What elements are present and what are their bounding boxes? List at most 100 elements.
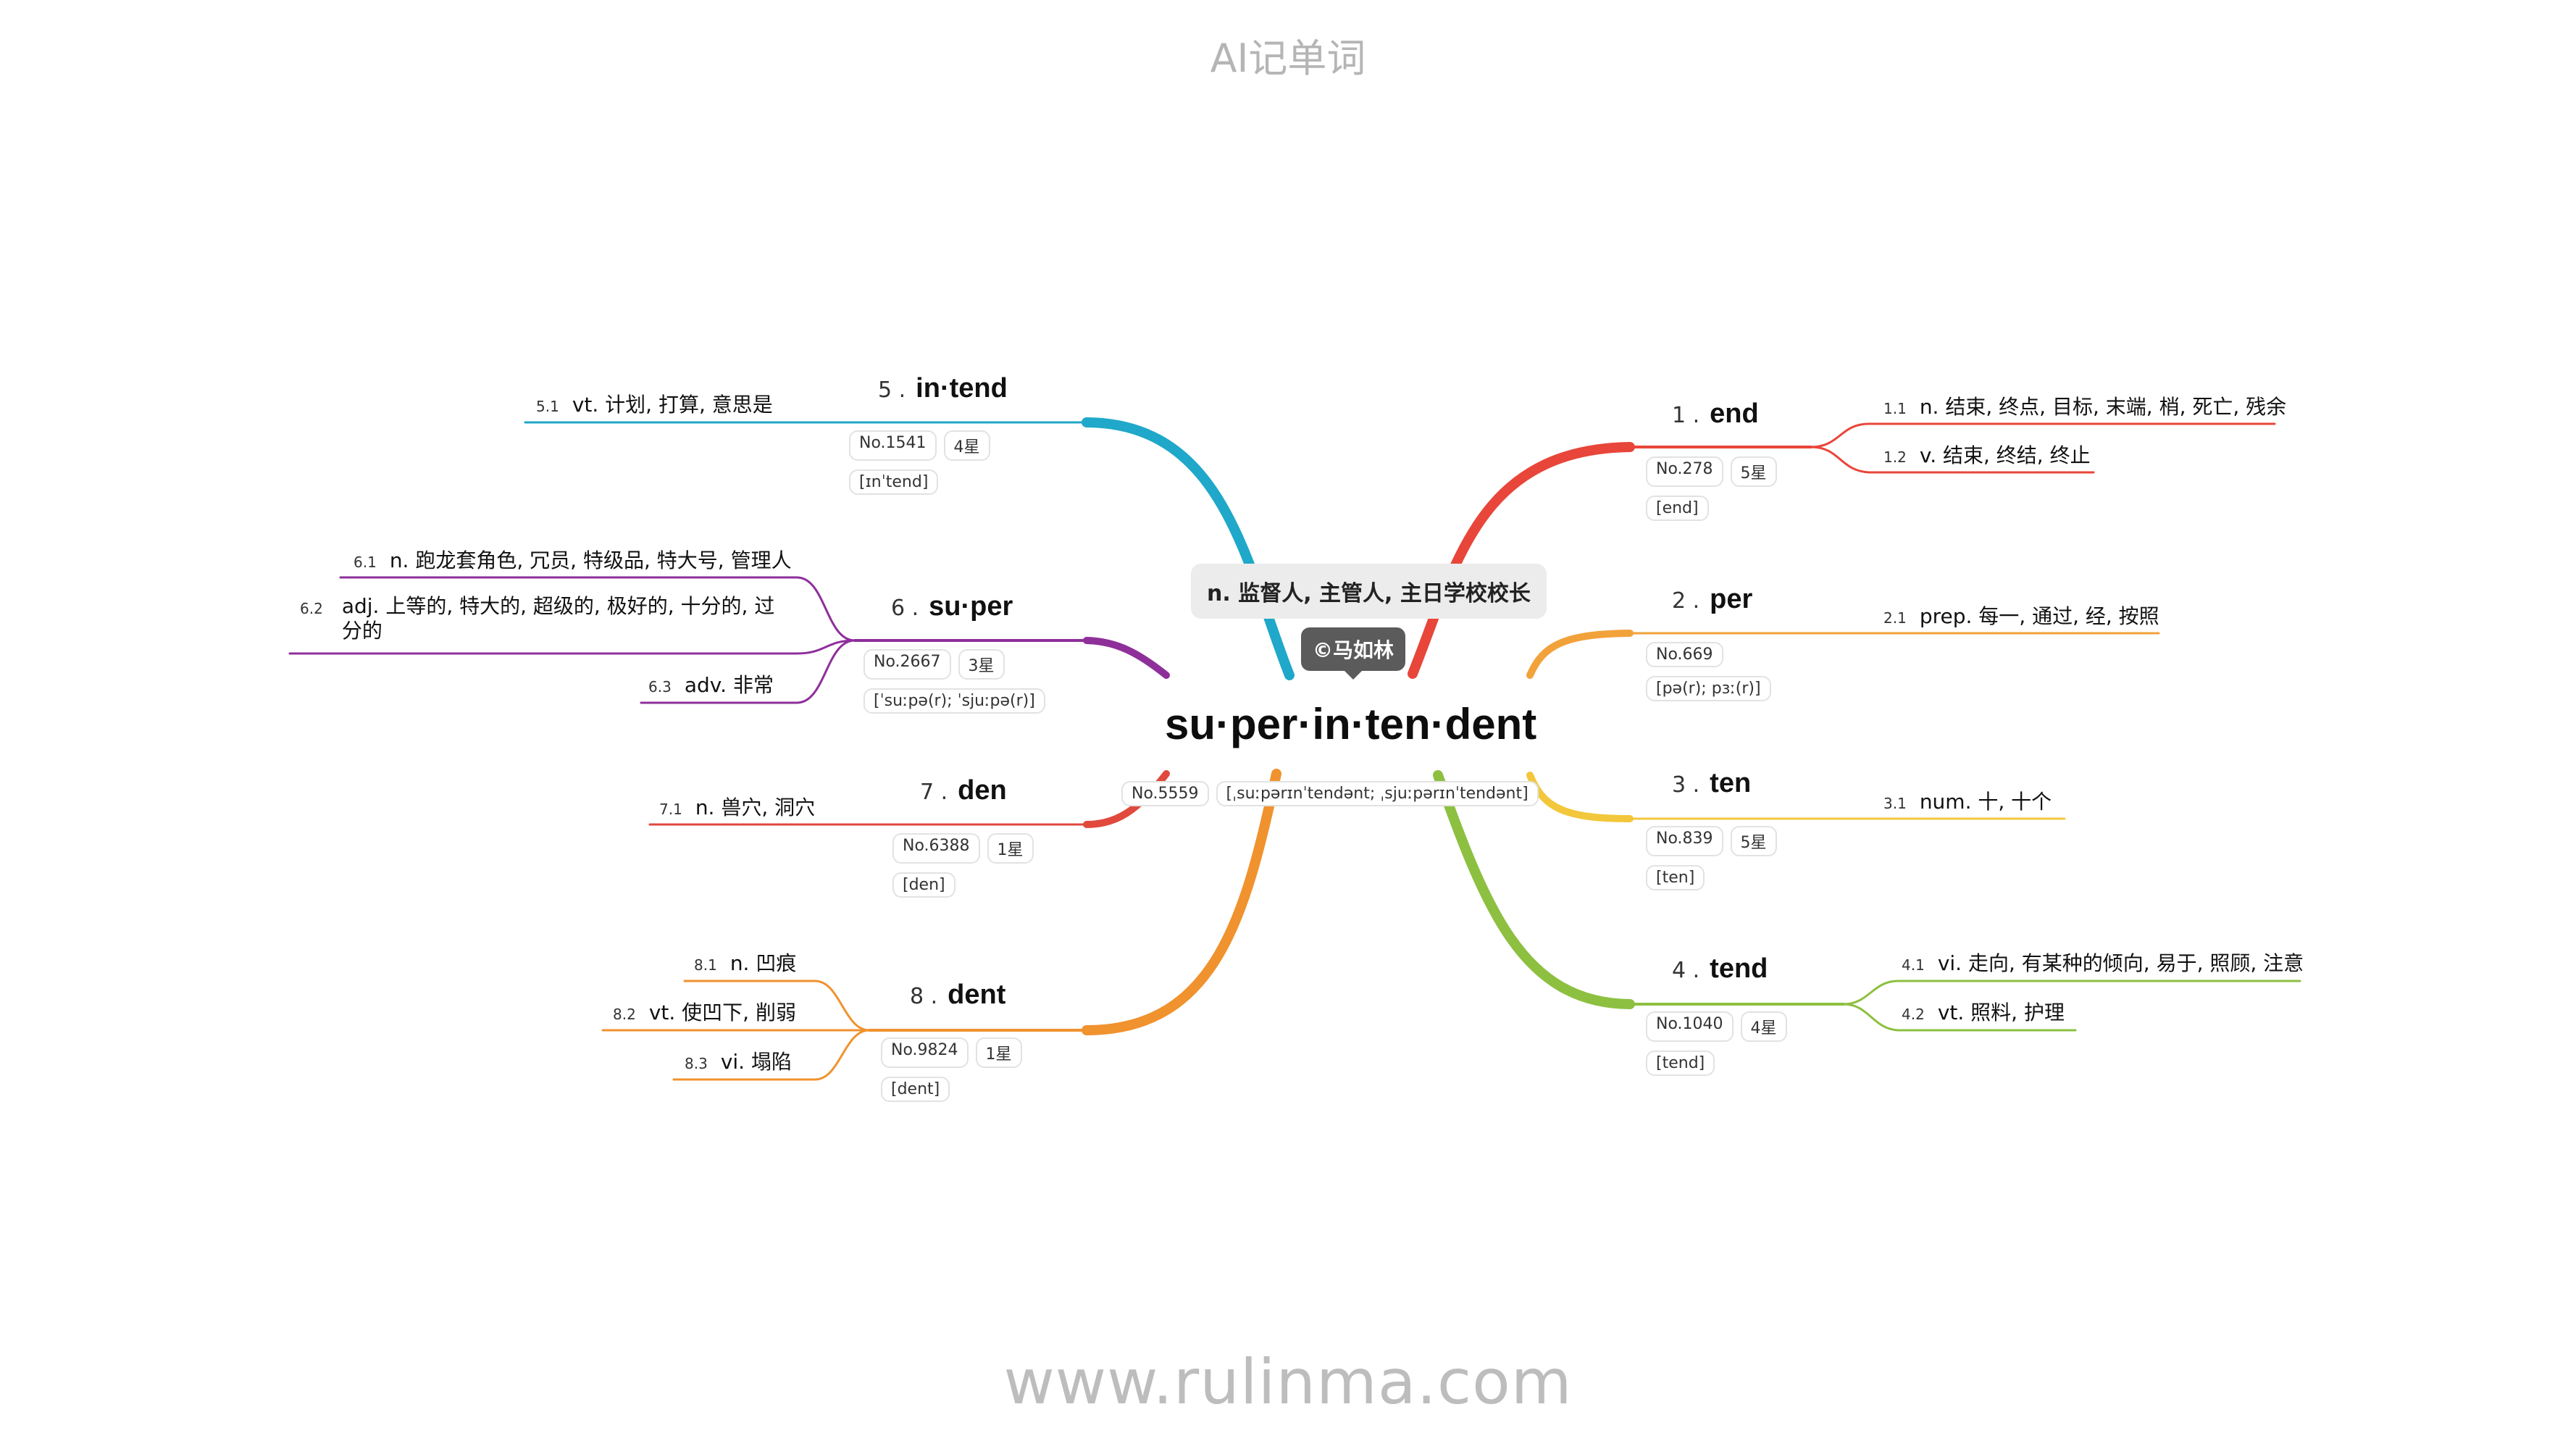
- definition-1-1: 1.1 n. 结束, 终点, 目标, 末端, 梢, 死亡, 残余: [1883, 391, 2286, 420]
- branch-3-phonetic: [ten]: [1646, 865, 1705, 890]
- branch-1-stars: 5星: [1730, 456, 1777, 487]
- definition-index: 5.1: [536, 398, 559, 415]
- branch-6-root: su·per: [929, 591, 1013, 622]
- definition-6-2: 6.2 adj. 上等的, 特大的, 超级的, 极好的, 十分的, 过分的: [300, 594, 791, 643]
- definition-index: 1.1: [1883, 400, 1907, 417]
- definition-text: n. 凹痕: [729, 951, 797, 975]
- center-word-phonetic: [ˌsuːpərɪnˈtendənt; ˌsjuːpərɪnˈtendənt]: [1216, 781, 1539, 806]
- app-title: AI记单词: [1210, 36, 1366, 81]
- word-meaning-box: n. 监督人, 主管人, 主日学校校长: [1191, 564, 1547, 619]
- author-name: ©马如林: [1313, 638, 1394, 662]
- branch-8-phonetic: [dent]: [881, 1077, 950, 1102]
- branch-5-number: 5 .: [878, 377, 906, 403]
- branch-3-stars: 5星: [1730, 826, 1777, 856]
- definition-text: adj. 上等的, 特大的, 超级的, 极好的, 十分的, 过分的: [341, 594, 775, 643]
- definition-8-1: 8.1 n. 凹痕: [694, 948, 796, 977]
- branch-6-stars: 3星: [958, 649, 1005, 680]
- branch-1-label: 1 . end: [1672, 398, 1759, 430]
- branch-7-meta: No.6388 1星 [den]: [892, 833, 1034, 898]
- branch-7-rank: No.6388: [892, 833, 980, 864]
- branch-4-phonetic: [tend]: [1646, 1051, 1715, 1076]
- branch-5-root: in·tend: [916, 373, 1008, 404]
- branch-link-2: [1526, 630, 2160, 679]
- definition-8-2: 8.2 vt. 使凹下, 削弱: [613, 997, 796, 1026]
- branch-4-meta: No.1040 4星 [tend]: [1646, 1011, 1787, 1076]
- branch-8-stars: 1星: [975, 1037, 1022, 1068]
- definition-text: vi. 塌陷: [720, 1050, 792, 1074]
- branch-8-number: 8 .: [910, 984, 938, 1009]
- center-word-rank: No.5559: [1121, 781, 1209, 806]
- definition-text: vi. 走向, 有某种的倾向, 易于, 照顾, 注意: [1937, 951, 2304, 975]
- definition-index: 8.2: [613, 1006, 636, 1023]
- branch-7-phonetic: [den]: [892, 872, 955, 898]
- definition-index: 8.3: [685, 1055, 708, 1072]
- branch-4-root: tend: [1710, 953, 1768, 984]
- definition-text: num. 十, 十个: [1919, 790, 2052, 814]
- branch-5-rank: No.1541: [849, 430, 937, 461]
- center-word: su·per·in·ten·dent: [1165, 700, 1537, 748]
- branch-6-rank: No.2667: [863, 649, 951, 680]
- definition-text: vt. 计划, 打算, 意思是: [572, 393, 773, 417]
- branch-2-label: 2 . per: [1672, 584, 1752, 615]
- definition-6-3: 6.3 adv. 非常: [648, 669, 774, 698]
- branch-3-number: 3 .: [1672, 772, 1700, 798]
- definition-text: n. 结束, 终点, 目标, 末端, 梢, 死亡, 残余: [1919, 395, 2287, 419]
- definition-text: adv. 非常: [684, 673, 774, 697]
- definition-index: 6.3: [648, 678, 672, 696]
- branch-7-root: den: [958, 775, 1007, 806]
- branch-2-rank: No.669: [1646, 642, 1723, 667]
- branch-8-rank: No.9824: [881, 1037, 969, 1068]
- branch-1-rank: No.278: [1646, 456, 1723, 487]
- branch-3-rank: No.839: [1646, 826, 1723, 856]
- definition-index: 3.1: [1883, 795, 1907, 812]
- branch-1-phonetic: [end]: [1646, 496, 1709, 521]
- definition-index: 6.1: [354, 554, 377, 571]
- branch-2-number: 2 .: [1672, 588, 1700, 614]
- author-badge: ©马如林: [1301, 627, 1406, 680]
- branch-2-root: per: [1710, 584, 1753, 614]
- definition-1-2: 1.2 v. 结束, 终结, 终止: [1883, 440, 2091, 469]
- definition-2-1: 2.1 prep. 每一, 通过, 经, 按照: [1883, 601, 2159, 630]
- branch-8-meta: No.9824 1星 [dent]: [881, 1037, 1022, 1102]
- definition-4-2: 4.2 vt. 照料, 护理: [1902, 997, 2065, 1026]
- definition-index: 6.2: [300, 600, 323, 617]
- branch-3-meta: No.839 5星 [ten]: [1646, 826, 1777, 890]
- definition-index: 4.1: [1902, 956, 1925, 974]
- branch-6-label: 6 . su·per: [891, 591, 1013, 622]
- definition-index: 2.1: [1883, 609, 1907, 627]
- definition-index: 1.2: [1883, 448, 1907, 466]
- definition-index: 7.1: [659, 801, 682, 818]
- definition-3-1: 3.1 num. 十, 十个: [1883, 786, 2052, 815]
- branch-link-1: [1408, 422, 2276, 679]
- branch-5-stars: 4星: [943, 430, 990, 461]
- definition-index: 8.1: [694, 956, 717, 974]
- branch-2-meta: No.669 [pə(r); pɜː(r)]: [1646, 642, 1771, 701]
- branch-6-number: 6 .: [891, 596, 919, 621]
- branch-link-4: [1433, 770, 2301, 1032]
- definition-text: n. 跑龙套角色, 冗员, 特级品, 特大号, 管理人: [389, 548, 792, 572]
- branch-6-phonetic: [ˈsuːpə(r); ˈsjuːpə(r)]: [863, 688, 1045, 714]
- word-meaning: n. 监督人, 主管人, 主日学校校长: [1207, 581, 1531, 606]
- definition-text: prep. 每一, 通过, 经, 按照: [1919, 604, 2159, 628]
- branch-1-root: end: [1710, 398, 1759, 429]
- branch-5-meta: No.1541 4星 [ɪnˈtend]: [849, 430, 990, 495]
- branch-5-phonetic: [ɪnˈtend]: [849, 469, 939, 495]
- definition-6-1: 6.1 n. 跑龙套角色, 冗员, 特级品, 特大号, 管理人: [354, 545, 792, 574]
- definition-text: n. 兽穴, 洞穴: [695, 796, 816, 819]
- branch-3-root: ten: [1710, 768, 1752, 798]
- definition-8-3: 8.3 vi. 塌陷: [685, 1046, 792, 1075]
- branch-7-number: 7 .: [920, 780, 948, 805]
- branch-1-number: 1 .: [1672, 403, 1700, 428]
- center-word-meta: No.5559 [ˌsuːpərɪnˈtendənt; ˌsjuːpərɪnˈt…: [1121, 781, 1539, 806]
- branch-5-label: 5 . in·tend: [878, 373, 1008, 404]
- definition-text: vt. 照料, 护理: [1937, 1001, 2065, 1024]
- site-watermark: www.rulinma.com: [1003, 1346, 1573, 1419]
- branch-link-6: [288, 576, 1170, 704]
- branch-link-5: [524, 417, 1295, 680]
- branch-7-stars: 1星: [987, 833, 1034, 864]
- branch-4-rank: No.1040: [1646, 1011, 1734, 1042]
- branch-8-root: dent: [948, 980, 1006, 1010]
- definition-text: v. 结束, 终结, 终止: [1919, 443, 2091, 467]
